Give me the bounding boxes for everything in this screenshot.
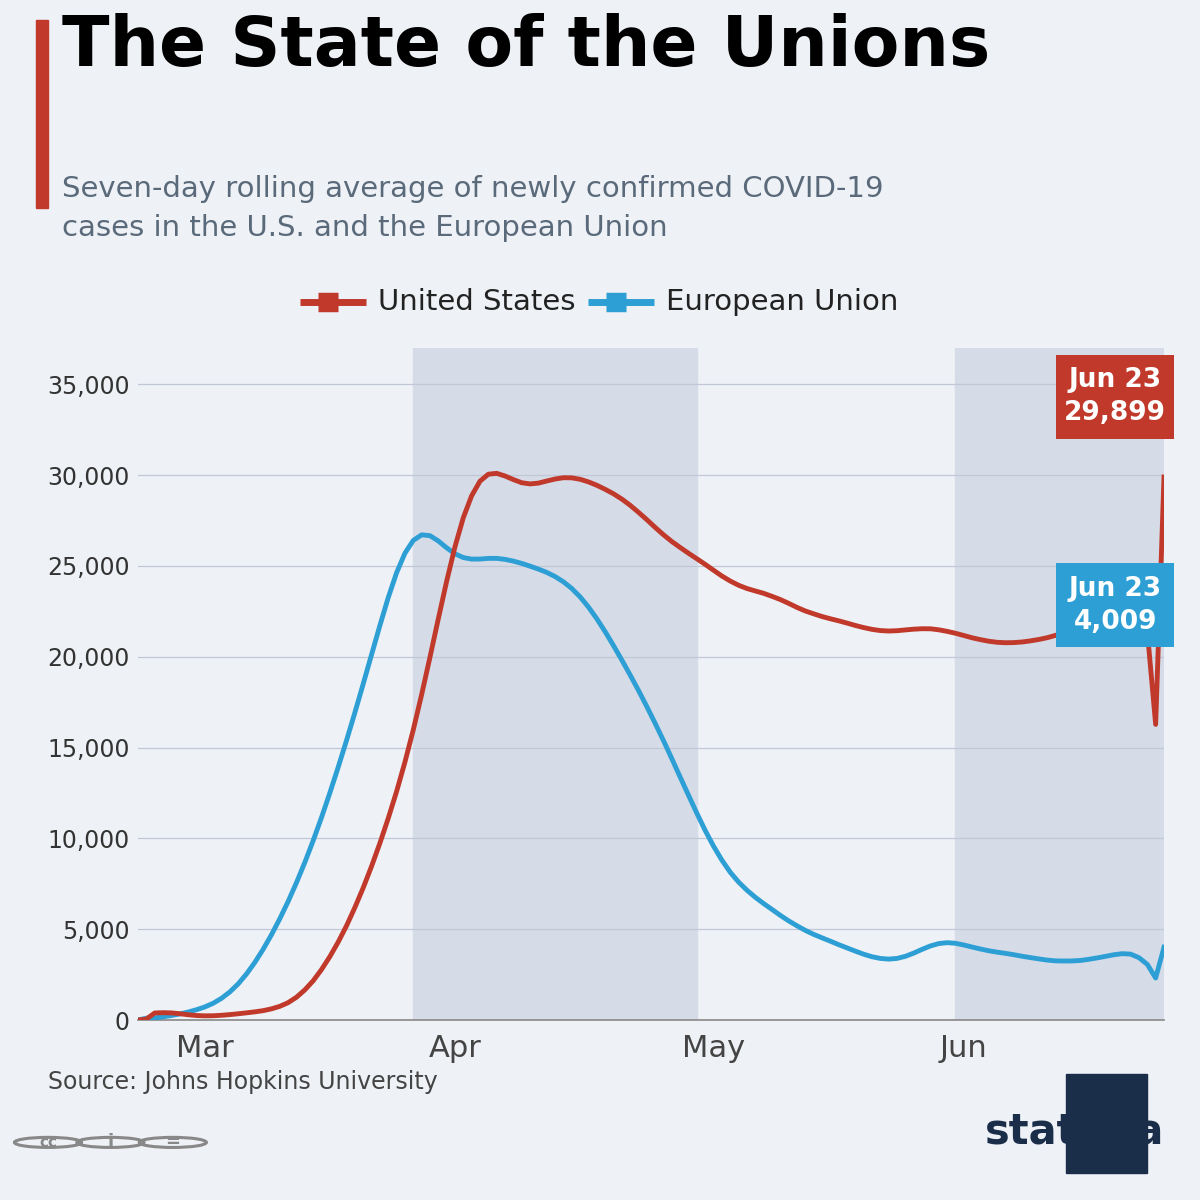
- Text: United States: United States: [378, 288, 576, 317]
- Text: Source: Johns Hopkins University: Source: Johns Hopkins University: [48, 1070, 438, 1094]
- Bar: [955, 348, 1164, 1020]
- FancyBboxPatch shape: [1056, 355, 1175, 439]
- Bar: [1066, 1074, 1147, 1174]
- Text: =: =: [166, 1133, 180, 1152]
- Bar: [413, 348, 697, 1020]
- Text: cc: cc: [38, 1135, 58, 1150]
- Text: statista: statista: [985, 1111, 1164, 1152]
- Text: European Union: European Union: [666, 288, 899, 317]
- Text: i: i: [107, 1133, 114, 1152]
- Text: Jun 23
4,009: Jun 23 4,009: [1069, 576, 1162, 635]
- Text: The State of the Unions: The State of the Unions: [62, 13, 991, 80]
- Bar: [36, 20, 48, 209]
- FancyBboxPatch shape: [1056, 563, 1175, 647]
- Text: Seven-day rolling average of newly confirmed COVID-19
cases in the U.S. and the : Seven-day rolling average of newly confi…: [62, 175, 884, 241]
- Text: Z: Z: [1096, 1110, 1117, 1139]
- Text: Jun 23
29,899: Jun 23 29,899: [1064, 367, 1166, 426]
